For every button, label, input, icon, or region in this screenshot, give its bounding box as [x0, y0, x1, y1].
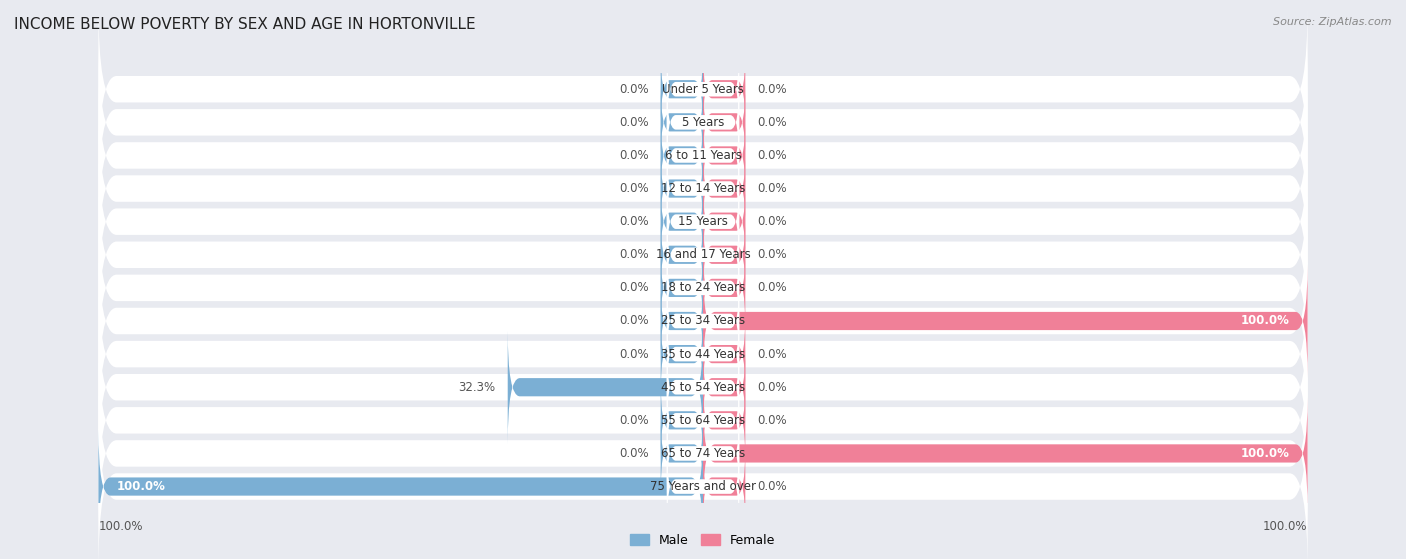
Text: 0.0%: 0.0%: [619, 215, 648, 228]
FancyBboxPatch shape: [666, 345, 740, 430]
Legend: Male, Female: Male, Female: [630, 534, 776, 547]
Text: 0.0%: 0.0%: [619, 182, 648, 195]
FancyBboxPatch shape: [666, 245, 740, 330]
FancyBboxPatch shape: [98, 36, 1308, 209]
FancyBboxPatch shape: [703, 347, 745, 428]
FancyBboxPatch shape: [661, 281, 703, 362]
FancyBboxPatch shape: [98, 202, 1308, 374]
Text: 100.0%: 100.0%: [117, 480, 166, 493]
Text: 18 to 24 Years: 18 to 24 Years: [661, 281, 745, 295]
FancyBboxPatch shape: [98, 301, 1308, 473]
Text: 12 to 14 Years: 12 to 14 Years: [661, 182, 745, 195]
FancyBboxPatch shape: [98, 334, 1308, 506]
Text: 0.0%: 0.0%: [619, 281, 648, 295]
Text: 65 to 74 Years: 65 to 74 Years: [661, 447, 745, 460]
Text: 100.0%: 100.0%: [1263, 520, 1308, 533]
FancyBboxPatch shape: [703, 115, 745, 196]
Text: 0.0%: 0.0%: [619, 447, 648, 460]
FancyBboxPatch shape: [98, 429, 703, 544]
FancyBboxPatch shape: [666, 113, 740, 198]
Text: 0.0%: 0.0%: [758, 83, 787, 96]
Text: 0.0%: 0.0%: [758, 116, 787, 129]
Text: 0.0%: 0.0%: [758, 149, 787, 162]
FancyBboxPatch shape: [666, 378, 740, 463]
FancyBboxPatch shape: [703, 314, 745, 395]
Text: 0.0%: 0.0%: [619, 83, 648, 96]
FancyBboxPatch shape: [703, 247, 745, 329]
FancyBboxPatch shape: [666, 47, 740, 131]
FancyBboxPatch shape: [703, 49, 745, 130]
Text: 0.0%: 0.0%: [619, 414, 648, 427]
Text: 5 Years: 5 Years: [682, 116, 724, 129]
Text: 0.0%: 0.0%: [758, 348, 787, 361]
FancyBboxPatch shape: [661, 413, 703, 494]
FancyBboxPatch shape: [703, 446, 745, 527]
FancyBboxPatch shape: [661, 380, 703, 461]
Text: 100.0%: 100.0%: [1240, 315, 1289, 328]
FancyBboxPatch shape: [98, 102, 1308, 274]
Text: 0.0%: 0.0%: [758, 480, 787, 493]
FancyBboxPatch shape: [703, 82, 745, 163]
FancyBboxPatch shape: [661, 82, 703, 163]
FancyBboxPatch shape: [508, 330, 703, 444]
Text: 0.0%: 0.0%: [758, 414, 787, 427]
FancyBboxPatch shape: [703, 380, 745, 461]
FancyBboxPatch shape: [661, 148, 703, 229]
FancyBboxPatch shape: [98, 400, 1308, 559]
Text: 45 to 54 Years: 45 to 54 Years: [661, 381, 745, 394]
FancyBboxPatch shape: [661, 49, 703, 130]
Text: Under 5 Years: Under 5 Years: [662, 83, 744, 96]
Text: 6 to 11 Years: 6 to 11 Years: [665, 149, 741, 162]
Text: 0.0%: 0.0%: [619, 149, 648, 162]
Text: 0.0%: 0.0%: [619, 248, 648, 261]
FancyBboxPatch shape: [98, 235, 1308, 407]
FancyBboxPatch shape: [98, 3, 1308, 176]
Text: 75 Years and over: 75 Years and over: [650, 480, 756, 493]
FancyBboxPatch shape: [661, 214, 703, 295]
FancyBboxPatch shape: [666, 411, 740, 496]
Text: 0.0%: 0.0%: [619, 116, 648, 129]
FancyBboxPatch shape: [98, 169, 1308, 341]
Text: 0.0%: 0.0%: [619, 348, 648, 361]
FancyBboxPatch shape: [703, 181, 745, 262]
Text: 0.0%: 0.0%: [758, 381, 787, 394]
FancyBboxPatch shape: [666, 179, 740, 264]
FancyBboxPatch shape: [98, 69, 1308, 241]
FancyBboxPatch shape: [666, 312, 740, 396]
FancyBboxPatch shape: [661, 314, 703, 395]
FancyBboxPatch shape: [661, 247, 703, 329]
FancyBboxPatch shape: [666, 278, 740, 363]
Text: 35 to 44 Years: 35 to 44 Years: [661, 348, 745, 361]
Text: 100.0%: 100.0%: [98, 520, 143, 533]
Text: 55 to 64 Years: 55 to 64 Years: [661, 414, 745, 427]
FancyBboxPatch shape: [661, 181, 703, 262]
FancyBboxPatch shape: [666, 80, 740, 165]
Text: 16 and 17 Years: 16 and 17 Years: [655, 248, 751, 261]
FancyBboxPatch shape: [703, 396, 1308, 510]
FancyBboxPatch shape: [703, 148, 745, 229]
Text: INCOME BELOW POVERTY BY SEX AND AGE IN HORTONVILLE: INCOME BELOW POVERTY BY SEX AND AGE IN H…: [14, 17, 475, 32]
FancyBboxPatch shape: [666, 444, 740, 529]
Text: 0.0%: 0.0%: [758, 248, 787, 261]
FancyBboxPatch shape: [703, 264, 1308, 378]
Text: 32.3%: 32.3%: [458, 381, 496, 394]
Text: 25 to 34 Years: 25 to 34 Years: [661, 315, 745, 328]
Text: 0.0%: 0.0%: [758, 281, 787, 295]
FancyBboxPatch shape: [661, 115, 703, 196]
Text: 100.0%: 100.0%: [1240, 447, 1289, 460]
Text: 0.0%: 0.0%: [758, 215, 787, 228]
FancyBboxPatch shape: [98, 136, 1308, 308]
FancyBboxPatch shape: [703, 214, 745, 295]
Text: 0.0%: 0.0%: [619, 315, 648, 328]
Text: 0.0%: 0.0%: [758, 182, 787, 195]
Text: 15 Years: 15 Years: [678, 215, 728, 228]
FancyBboxPatch shape: [98, 268, 1308, 440]
FancyBboxPatch shape: [98, 367, 1308, 539]
FancyBboxPatch shape: [666, 212, 740, 297]
FancyBboxPatch shape: [666, 146, 740, 231]
Text: Source: ZipAtlas.com: Source: ZipAtlas.com: [1274, 17, 1392, 27]
